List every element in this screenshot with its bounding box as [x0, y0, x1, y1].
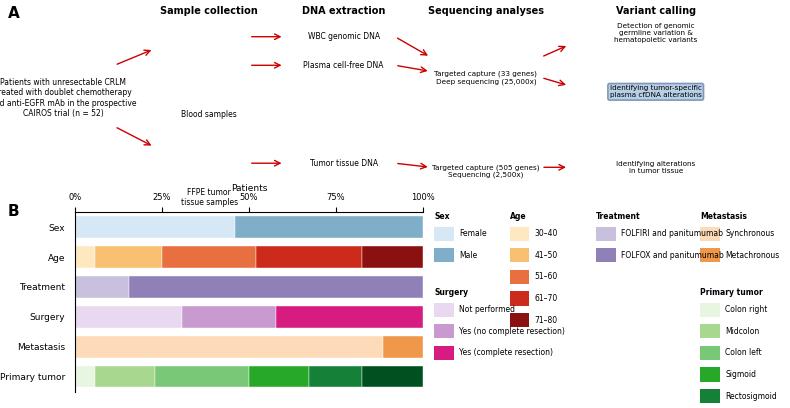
- FancyBboxPatch shape: [510, 248, 529, 262]
- Text: Variant calling: Variant calling: [615, 6, 696, 16]
- X-axis label: Patients: Patients: [231, 184, 267, 193]
- FancyBboxPatch shape: [700, 324, 720, 338]
- Bar: [75, 336, 382, 357]
- Text: B: B: [8, 204, 20, 219]
- FancyBboxPatch shape: [700, 303, 720, 317]
- Bar: [162, 246, 255, 268]
- Bar: [129, 276, 423, 298]
- Bar: [75, 366, 95, 388]
- Text: Treatment: Treatment: [596, 212, 641, 221]
- Text: 30–40: 30–40: [535, 229, 559, 238]
- FancyBboxPatch shape: [435, 346, 454, 360]
- Text: Synchronous: Synchronous: [725, 229, 774, 238]
- Bar: [75, 216, 235, 238]
- Text: Detection of genomic
germline variation &
hematopoietic variants: Detection of genomic germline variation …: [614, 22, 698, 43]
- Text: Targeted capture (33 genes)
Deep sequencing (25,000x): Targeted capture (33 genes) Deep sequenc…: [435, 71, 537, 84]
- Text: Age: Age: [510, 212, 526, 221]
- Text: Patients with unresectable CRLM
treated with doublet chemotherapy
and anti-EGFR : Patients with unresectable CRLM treated …: [0, 78, 137, 118]
- Bar: [95, 366, 156, 388]
- Text: Sequencing analyses: Sequencing analyses: [428, 6, 544, 16]
- Text: Not performed: Not performed: [459, 305, 515, 314]
- Text: Sample collection: Sample collection: [160, 6, 258, 16]
- Bar: [75, 246, 95, 268]
- FancyBboxPatch shape: [510, 270, 529, 284]
- Text: A: A: [8, 6, 20, 21]
- Text: Sex: Sex: [435, 212, 450, 221]
- FancyBboxPatch shape: [435, 303, 454, 317]
- FancyBboxPatch shape: [510, 291, 529, 306]
- Text: Tumor tissue DNA: Tumor tissue DNA: [310, 159, 378, 168]
- Text: FOLFIRI and panitumumab: FOLFIRI and panitumumab: [621, 229, 723, 238]
- FancyBboxPatch shape: [510, 227, 529, 241]
- FancyBboxPatch shape: [700, 389, 720, 403]
- Text: Identifying tumor-specific
plasma cfDNA alterations: Identifying tumor-specific plasma cfDNA …: [610, 85, 702, 98]
- Text: Rectosigmoid: Rectosigmoid: [725, 392, 777, 401]
- Bar: [182, 306, 276, 328]
- Text: Surgery: Surgery: [435, 288, 468, 297]
- FancyBboxPatch shape: [596, 227, 615, 241]
- Text: 61–70: 61–70: [535, 294, 558, 303]
- Text: FOLFOX and panitumumab: FOLFOX and panitumumab: [621, 251, 724, 260]
- FancyBboxPatch shape: [510, 313, 529, 327]
- Text: Female: Female: [459, 229, 487, 238]
- FancyBboxPatch shape: [700, 227, 720, 241]
- Bar: [75, 276, 129, 298]
- Bar: [255, 246, 363, 268]
- FancyBboxPatch shape: [700, 346, 720, 360]
- Text: FFPE tumor
tissue samples: FFPE tumor tissue samples: [181, 188, 238, 207]
- Text: Metachronous: Metachronous: [725, 251, 780, 260]
- Bar: [75, 306, 182, 328]
- Bar: [95, 246, 162, 268]
- Text: Primary tumor: Primary tumor: [700, 288, 763, 297]
- FancyBboxPatch shape: [435, 227, 454, 241]
- Text: Colon right: Colon right: [725, 305, 768, 314]
- Bar: [382, 336, 423, 357]
- Text: Colon left: Colon left: [725, 348, 762, 357]
- Text: DNA extraction: DNA extraction: [302, 6, 386, 16]
- FancyBboxPatch shape: [435, 324, 454, 338]
- Text: 71–80: 71–80: [535, 315, 558, 325]
- FancyBboxPatch shape: [596, 248, 615, 262]
- Text: Identifying alterations
in tumor tissue: Identifying alterations in tumor tissue: [616, 161, 695, 174]
- Bar: [156, 366, 249, 388]
- Text: Midcolon: Midcolon: [725, 327, 759, 336]
- Text: 41–50: 41–50: [535, 251, 558, 260]
- Bar: [309, 366, 363, 388]
- Bar: [363, 366, 423, 388]
- Text: Metastasis: Metastasis: [700, 212, 747, 221]
- Text: Yes (no complete resection): Yes (no complete resection): [459, 327, 565, 336]
- Text: Blood samples: Blood samples: [182, 110, 237, 119]
- Bar: [276, 306, 423, 328]
- Bar: [235, 216, 423, 238]
- Text: Yes (complete resection): Yes (complete resection): [459, 348, 553, 357]
- Text: Male: Male: [459, 251, 478, 260]
- FancyBboxPatch shape: [700, 368, 720, 381]
- Text: Targeted capture (505 genes)
Sequencing (2,500x): Targeted capture (505 genes) Sequencing …: [432, 164, 540, 178]
- FancyBboxPatch shape: [700, 248, 720, 262]
- Text: 51–60: 51–60: [535, 273, 558, 282]
- Text: Plasma cell-free DNA: Plasma cell-free DNA: [303, 61, 384, 70]
- Text: Sigmoid: Sigmoid: [725, 370, 756, 379]
- Text: WBC genomic DNA: WBC genomic DNA: [307, 32, 380, 41]
- FancyBboxPatch shape: [435, 248, 454, 262]
- Bar: [363, 246, 423, 268]
- Bar: [249, 366, 309, 388]
